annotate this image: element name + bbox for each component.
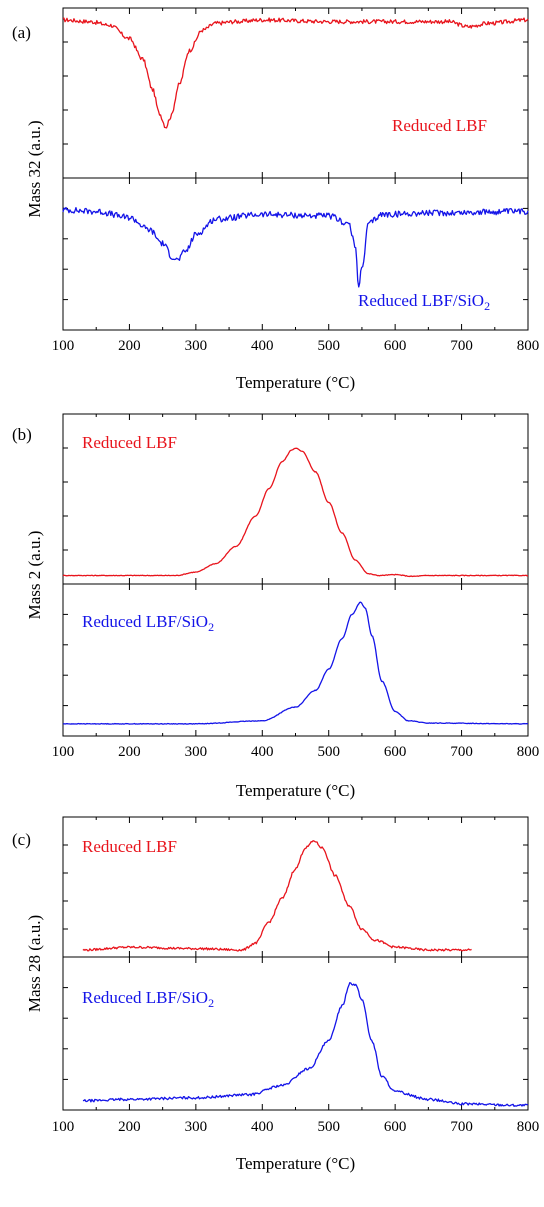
series-line [62,447,529,578]
x-tick-label: 400 [251,1119,274,1135]
series-label: Reduced LBF [392,116,487,135]
x-tick-label: 500 [317,338,340,354]
x-tick-label: 300 [185,1119,208,1135]
x-tick-label: 300 [185,338,208,354]
panel-1: 100 200 300 400 500 600 700 800 (b) Temperature (… [12,413,540,800]
series-label: Reduced LBF [82,433,177,452]
x-axis-title: Temperature (°C) [236,373,355,392]
x-tick-label: 800 [517,338,540,354]
series-line [62,17,529,129]
x-tick-label: 400 [251,744,274,760]
x-tick-label: 300 [185,744,208,760]
x-tick-label: 400 [251,338,274,354]
x-tick-label: 500 [317,1119,340,1135]
series-line [62,601,529,725]
x-axis-title: Temperature (°C) [236,1154,355,1173]
series-label: Reduced LBF [82,837,177,856]
x-tick-label: 600 [384,1119,407,1135]
y-axis-title: Mass 28 (a.u.) [25,915,44,1012]
x-tick-label: 200 [118,1119,141,1135]
panel-label: (a) [12,23,31,42]
plot-frame [62,7,529,331]
series-label: Reduced LBF/SiO2 [358,291,490,313]
x-tick-label: 100 [52,744,75,760]
x-tick-label: 200 [118,744,141,760]
y-axis-title: Mass 2 (a.u.) [25,531,44,620]
x-tick-label: 800 [517,1119,540,1135]
x-axis-title: Temperature (°C) [236,781,355,800]
panel-label: (b) [12,425,32,444]
series-label: Reduced LBF/SiO2 [82,988,214,1010]
x-tick-label: 600 [384,744,407,760]
series-label: Reduced LBF/SiO2 [82,612,214,634]
plot-frame [62,816,529,1111]
panel-2: 100 200 300 400 500 600 700 800 (c) Temperature (… [12,816,540,1173]
x-tick-label: 100 [52,338,75,354]
x-tick-label: 700 [450,744,473,760]
panel-0: 100 200 300 400 500 600 700 800 (a) Temperature (… [12,7,540,392]
x-tick-label: 800 [517,744,540,760]
panel-label: (c) [12,830,31,849]
x-tick-label: 700 [450,338,473,354]
x-tick-label: 700 [450,1119,473,1135]
x-tick-label: 200 [118,338,141,354]
series-line [62,206,529,288]
x-tick-label: 100 [52,1119,75,1135]
series-line [82,840,472,952]
series-line [82,982,529,1107]
y-axis-title: Mass 32 (a.u.) [25,120,44,217]
x-tick-label: 500 [317,744,340,760]
x-tick-label: 600 [384,338,407,354]
